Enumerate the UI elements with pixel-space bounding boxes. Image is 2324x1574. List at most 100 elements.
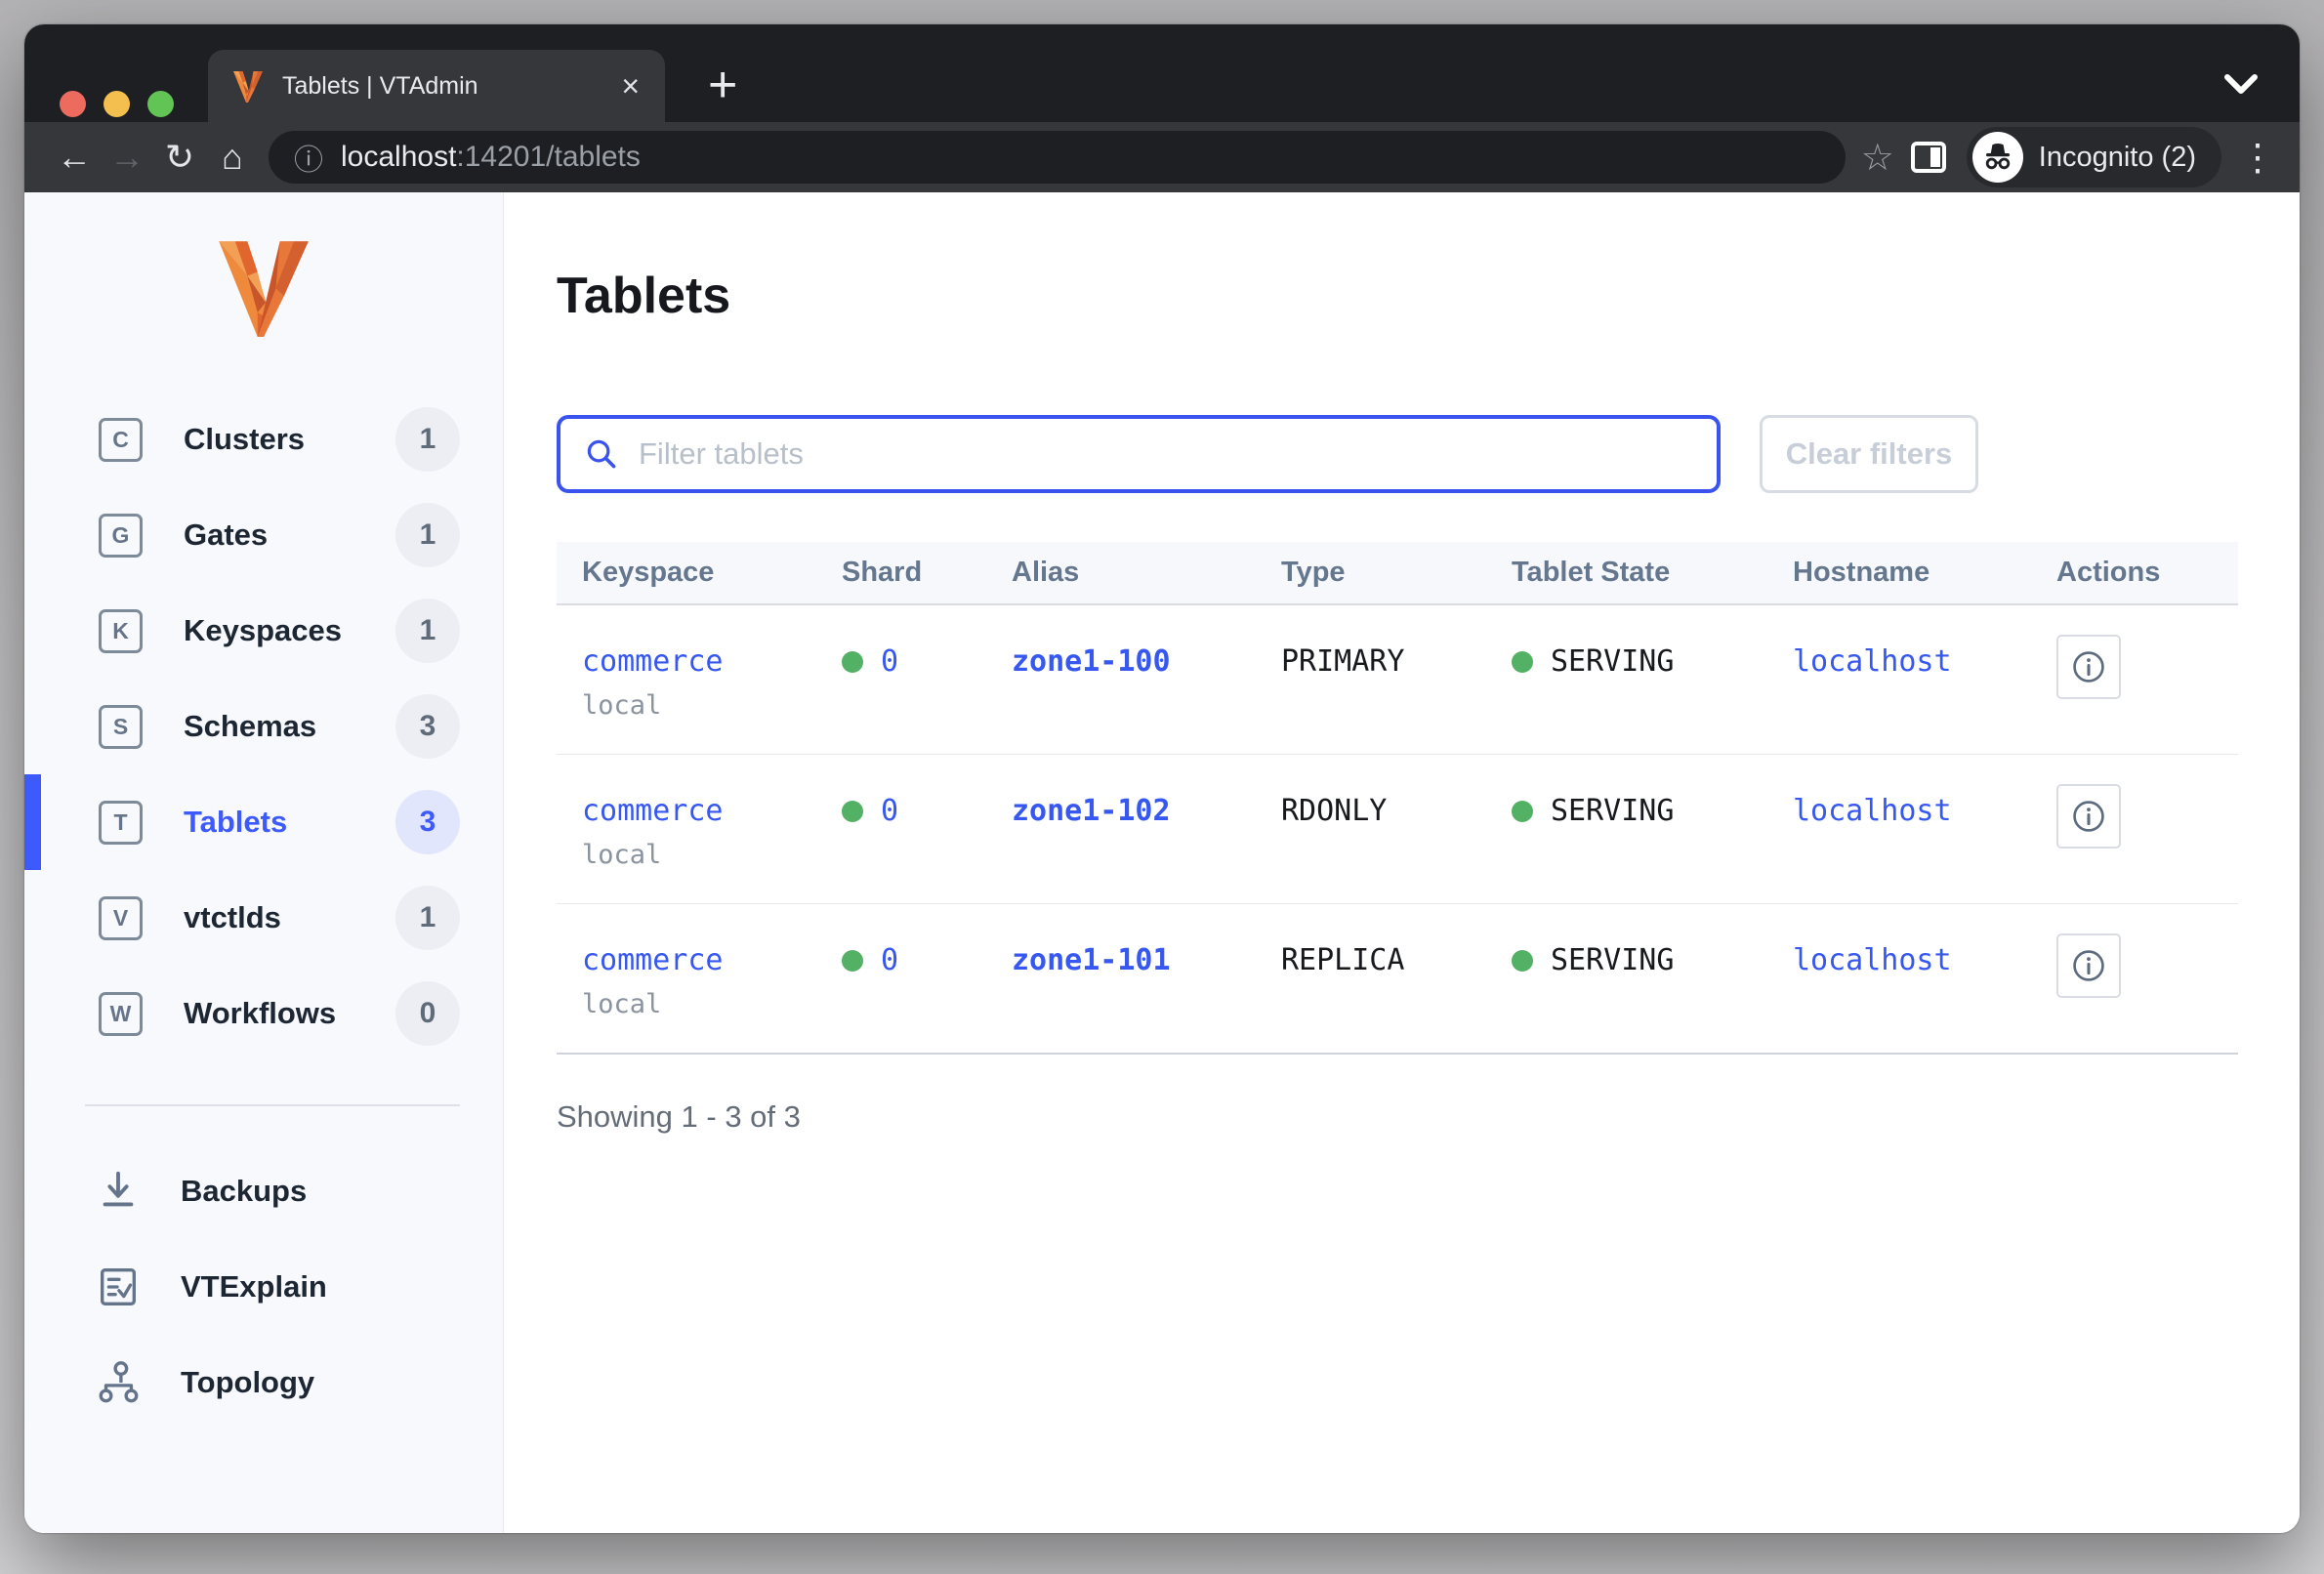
table-row: commerce local 0 zone1-102 RDONLY SERVIN…	[557, 754, 2238, 904]
sidebar-item-topology[interactable]: Topology	[24, 1335, 503, 1430]
tab-close-button[interactable]: ×	[621, 68, 640, 104]
sidebar-item-vtexplain[interactable]: VTExplain	[24, 1239, 503, 1335]
tablet-state: SERVING	[1551, 943, 1675, 977]
row-info-button[interactable]	[2056, 635, 2121, 699]
bookmark-star-icon[interactable]: ☆	[1860, 137, 1894, 179]
side-panel-button[interactable]	[1910, 139, 1947, 176]
incognito-avatar	[1971, 132, 2023, 183]
sidebar-item-schemas[interactable]: S Schemas 3	[24, 679, 503, 774]
healthy-dot-icon	[842, 651, 863, 673]
keyspace-link[interactable]: commerce	[582, 794, 724, 828]
site-info-icon[interactable]: ⓘ	[294, 145, 323, 177]
tablet-state: SERVING	[1551, 794, 1675, 828]
count-badge: 0	[395, 981, 460, 1046]
sidebar-item-label: Backups	[181, 1174, 308, 1208]
schemas-icon: S	[99, 704, 143, 749]
home-button[interactable]: ⌂	[206, 131, 259, 184]
incognito-label: Incognito (2)	[2038, 141, 2196, 173]
sidebar-item-label: Gates	[184, 518, 269, 552]
address-bar[interactable]: ⓘ localhost:14201/tablets	[269, 131, 1846, 184]
sidebar-item-label: Clusters	[184, 422, 306, 456]
window-controls	[60, 91, 174, 117]
column-header-hostname: Hostname	[1793, 542, 2056, 605]
sidebar-item-clusters[interactable]: C Clusters 1	[24, 392, 503, 487]
count-badge: 1	[395, 886, 460, 950]
reload-button[interactable]: ↻	[153, 131, 206, 184]
sidebar-item-keyspaces[interactable]: K Keyspaces 1	[24, 583, 503, 679]
cluster-name: local	[582, 840, 662, 870]
incognito-badge[interactable]: Incognito (2)	[1966, 127, 2221, 187]
clusters-icon: C	[99, 417, 143, 462]
row-info-button[interactable]	[2056, 784, 2121, 849]
pagination-status: Showing 1 - 3 of 3	[557, 1099, 801, 1134]
tablet-type: REPLICA	[1281, 943, 1405, 977]
count-badge: 1	[395, 599, 460, 663]
browser-menu-icon[interactable]: ⋮	[2239, 137, 2276, 179]
tab-title: Tablets | VTAdmin	[282, 71, 478, 100]
column-header-alias: Alias	[1012, 542, 1281, 605]
tablet-type: PRIMARY	[1281, 644, 1405, 679]
info-icon	[2073, 801, 2104, 832]
alias-link[interactable]: zone1-101	[1012, 943, 1171, 977]
keyspace-link[interactable]: commerce	[582, 943, 724, 977]
shard-link[interactable]: 0	[881, 943, 899, 977]
hostname-link[interactable]: localhost	[1793, 644, 1952, 679]
tablets-table: Keyspace Shard Alias Type Tablet State H…	[557, 542, 2238, 1055]
cluster-name: local	[582, 989, 662, 1019]
keyspace-link[interactable]: commerce	[582, 644, 724, 679]
info-icon	[2073, 651, 2104, 683]
count-badge: 3	[395, 790, 460, 854]
workflows-icon: W	[99, 991, 143, 1036]
back-button[interactable]: ←	[48, 131, 101, 184]
clear-filters-button[interactable]: Clear filters	[1760, 415, 1978, 493]
tablet-type: RDONLY	[1281, 794, 1388, 828]
cluster-name: local	[582, 690, 662, 721]
page-title: Tablets	[557, 268, 731, 324]
healthy-dot-icon	[1512, 651, 1533, 673]
sidebar-item-label: Workflows	[184, 996, 337, 1030]
sidebar-item-label: Schemas	[184, 709, 317, 743]
search-icon	[587, 439, 616, 469]
alias-link[interactable]: zone1-100	[1012, 644, 1171, 679]
count-badge: 1	[395, 503, 460, 567]
column-header-actions: Actions	[2056, 542, 2238, 605]
sidebar-item-label: vtctlds	[184, 900, 281, 934]
row-info-button[interactable]	[2056, 933, 2121, 998]
info-icon	[2073, 950, 2104, 981]
sidebar-item-label: Tablets	[184, 805, 288, 839]
url-host: localhost	[341, 141, 457, 173]
vitess-favicon-icon	[233, 71, 263, 103]
document-check-icon	[101, 1268, 136, 1305]
count-badge: 3	[395, 694, 460, 759]
window-minimize-button[interactable]	[104, 91, 130, 117]
tablets-icon: T	[99, 800, 143, 845]
side-panel-icon	[1910, 142, 1946, 173]
browser-tab[interactable]: Tablets | VTAdmin ×	[208, 50, 665, 122]
window-zoom-button[interactable]	[147, 91, 174, 117]
column-header-keyspace: Keyspace	[557, 542, 842, 605]
vitess-logo	[219, 241, 309, 337]
shard-link[interactable]: 0	[881, 644, 899, 679]
hostname-link[interactable]: localhost	[1793, 943, 1952, 977]
page-content: C Clusters 1 G Gates 1 K Keyspaces 1	[24, 192, 2300, 1533]
sidebar-item-vtctlds[interactable]: V vtctlds 1	[24, 870, 503, 966]
alias-link[interactable]: zone1-102	[1012, 794, 1171, 828]
tab-strip: Tablets | VTAdmin × +	[24, 24, 2300, 122]
column-header-type: Type	[1281, 542, 1512, 605]
shard-link[interactable]: 0	[881, 794, 899, 828]
new-tab-button[interactable]: +	[708, 57, 738, 113]
url-text: localhost:14201/tablets	[341, 141, 641, 174]
healthy-dot-icon	[1512, 801, 1533, 822]
tab-search-chevron-button[interactable]	[2221, 72, 2261, 101]
sidebar-item-label: Keyspaces	[184, 613, 343, 647]
sidebar-item-gates[interactable]: G Gates 1	[24, 487, 503, 583]
hostname-link[interactable]: localhost	[1793, 794, 1952, 828]
forward-button[interactable]: →	[101, 131, 153, 184]
column-header-tablet-state: Tablet State	[1512, 542, 1793, 605]
filter-tablets-input[interactable]	[639, 436, 1693, 472]
table-row: commerce local 0 zone1-100 PRIMARY SERVI…	[557, 604, 2238, 755]
sidebar-item-backups[interactable]: Backups	[24, 1143, 503, 1239]
sidebar-item-tablets[interactable]: T Tablets 3	[24, 774, 503, 870]
sidebar-item-workflows[interactable]: W Workflows 0	[24, 966, 503, 1061]
window-close-button[interactable]	[60, 91, 86, 117]
